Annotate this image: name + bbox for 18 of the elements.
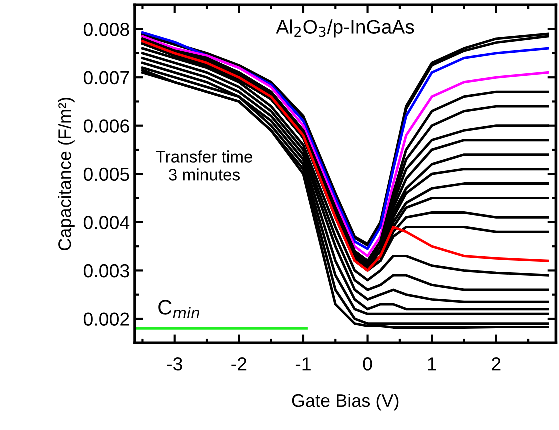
x-tick-label: 0 [363, 358, 372, 371]
x-tick-label: -1 [296, 358, 311, 371]
x-axis-title: Gate Bias (V) [292, 394, 399, 411]
text: Al$_{2}$O$_{3}$/p-InGaAs [276, 20, 414, 38]
annotation: C$_{min}$ [158, 300, 200, 318]
y-tick-label: 0.006 [84, 120, 130, 133]
x-tick-label: 1 [428, 358, 436, 371]
x-tick-label: -2 [232, 358, 247, 371]
x-tick-label: 2 [492, 358, 501, 371]
y-tick-label: 0.007 [84, 71, 130, 85]
y-tick-label: 0.005 [84, 168, 130, 182]
y-axis-title: Capacitance (F/m²) [58, 98, 75, 250]
annotation: Transfer time 3 minutes [156, 150, 253, 181]
y-tick-label: 0.003 [84, 264, 130, 278]
y-tick-label: 0.004 [84, 216, 130, 230]
y-tick-label: 0.008 [84, 23, 130, 36]
y-tick-label: 0.002 [84, 312, 130, 326]
x-tick-label: -3 [167, 358, 182, 371]
